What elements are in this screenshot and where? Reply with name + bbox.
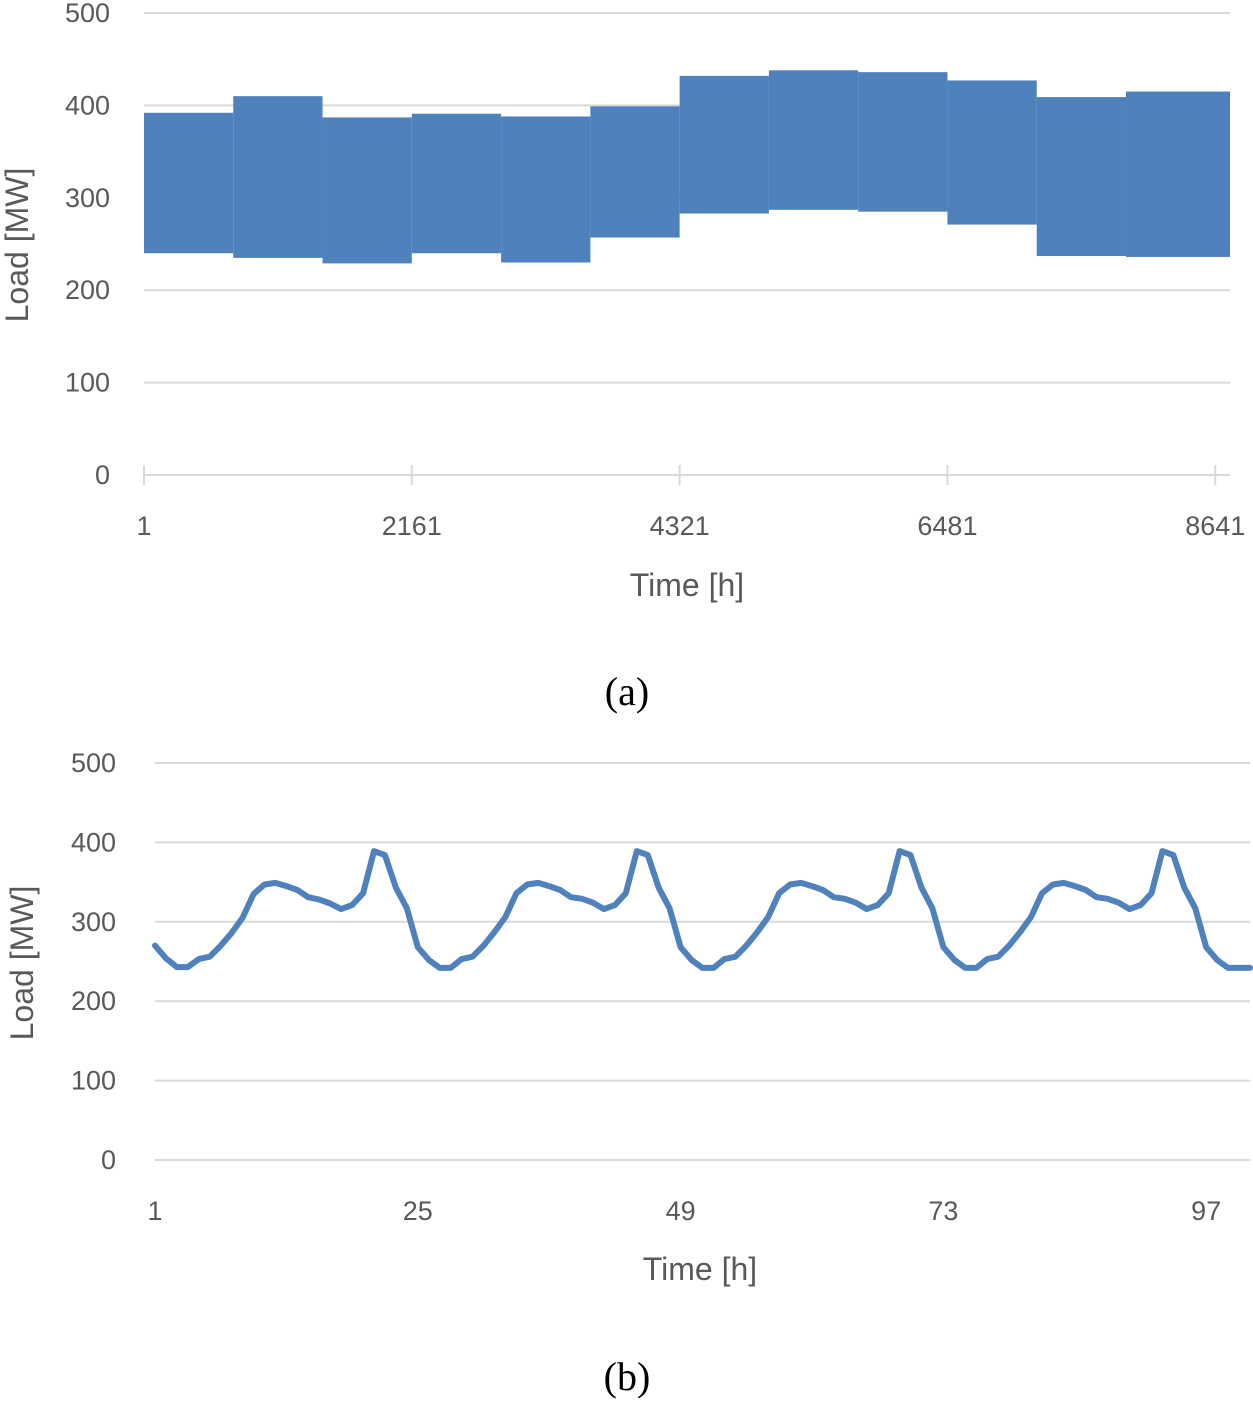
chart-a-y-tick-labels: 0 100 200 300 400 500 <box>65 0 110 490</box>
chart-b-y-tick-labels: 0 100 200 300 400 500 <box>71 748 116 1175</box>
x-tick-label: 6481 <box>917 511 977 541</box>
area-band-month-6 <box>590 106 680 238</box>
area-band-month-9 <box>858 72 948 212</box>
chart-a-y-axis-title: Load [MW] <box>0 168 35 323</box>
area-band-month-12 <box>1125 91 1230 257</box>
y-tick-label: 400 <box>71 827 116 857</box>
y-tick-label: 200 <box>71 986 116 1016</box>
chart-b-x-axis-title: Time [h] <box>643 1251 757 1287</box>
chart-b-series-line <box>152 848 1253 971</box>
chart-b: 0 100 200 300 400 500 1 25 49 73 97 Time [h] Load… <box>4 748 1253 1399</box>
chart-a: 0 100 200 300 400 500 1 2161 4321 6481 8641 Time … <box>0 0 1245 714</box>
x-tick-label: 97 <box>1191 1196 1221 1226</box>
y-tick-label: 400 <box>65 90 110 120</box>
chart-a-caption: (a) <box>605 669 649 714</box>
x-tick-label: 1 <box>147 1196 162 1226</box>
x-tick-label: 8641 <box>1185 511 1245 541</box>
chart-a-series-area <box>144 70 1230 264</box>
y-tick-label: 0 <box>101 1145 116 1175</box>
area-band-month-4 <box>411 113 502 254</box>
y-tick-label: 300 <box>71 907 116 937</box>
y-tick-label: 0 <box>95 460 110 490</box>
x-tick-label: 2161 <box>382 511 442 541</box>
area-band-month-1 <box>144 112 234 254</box>
area-band-month-2 <box>233 96 323 258</box>
chart-a-x-axis-title: Time [h] <box>630 567 744 603</box>
area-band-month-11 <box>1036 97 1126 257</box>
y-tick-label: 300 <box>65 183 110 213</box>
x-tick-label: 4321 <box>650 511 710 541</box>
y-tick-label: 200 <box>65 275 110 305</box>
chart-a-x-axis <box>143 465 1217 485</box>
area-band-month-7 <box>679 75 769 214</box>
chart-b-y-axis-title: Load [MW] <box>4 886 40 1041</box>
area-band-month-3 <box>322 117 412 264</box>
area-band-month-8 <box>768 70 859 210</box>
x-tick-label: 73 <box>928 1196 958 1226</box>
y-tick-label: 500 <box>65 0 110 28</box>
x-tick-label: 49 <box>666 1196 696 1226</box>
chart-b-x-tick-labels: 1 25 49 73 97 <box>147 1196 1221 1226</box>
x-tick-label: 25 <box>403 1196 433 1226</box>
load-series-line <box>152 848 1253 971</box>
chart-b-gridlines <box>155 762 1250 1161</box>
chart-a-x-tick-labels: 1 2161 4321 6481 8641 <box>136 511 1245 541</box>
x-tick-label: 1 <box>136 511 151 541</box>
chart-b-caption: (b) <box>604 1354 651 1399</box>
area-band-month-5 <box>501 116 591 263</box>
y-tick-label: 500 <box>71 748 116 778</box>
area-band-month-10 <box>947 80 1037 225</box>
y-tick-label: 100 <box>71 1066 116 1096</box>
y-tick-label: 100 <box>65 368 110 398</box>
